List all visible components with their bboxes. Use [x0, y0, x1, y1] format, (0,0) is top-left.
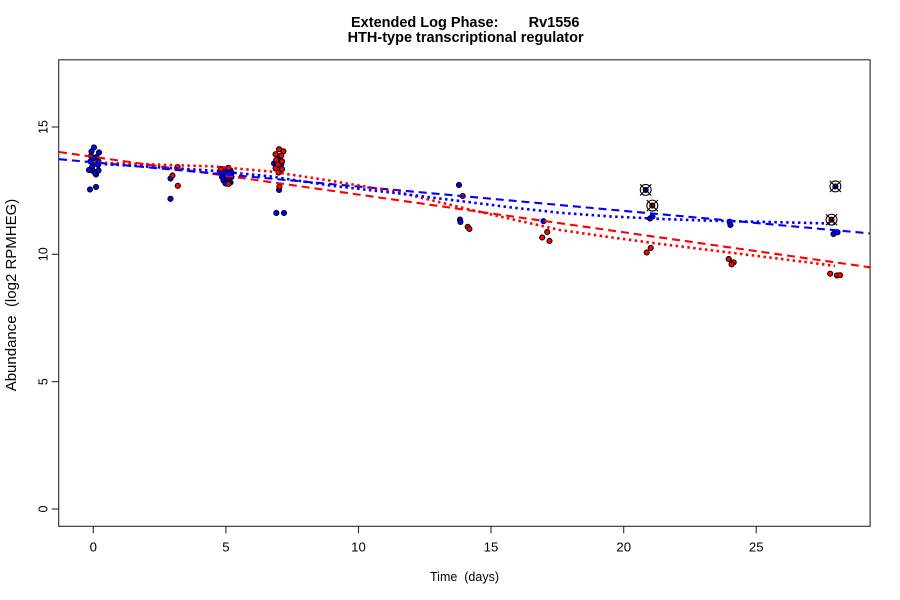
svg-text:10: 10: [37, 247, 51, 261]
svg-text:Abundance (log2 RPMHEG): Abundance (log2 RPMHEG): [3, 199, 20, 392]
svg-text:5: 5: [222, 540, 229, 555]
svg-text:HTH-type transcriptional regul: HTH-type transcriptional regulator: [348, 30, 584, 46]
svg-text:Rv1556: Rv1556: [529, 15, 580, 31]
svg-text:20: 20: [616, 540, 631, 555]
svg-text:0: 0: [90, 540, 97, 555]
svg-text:Extended Log Phase:: Extended Log Phase:: [351, 15, 498, 31]
svg-text:15: 15: [484, 540, 499, 555]
svg-text:0: 0: [37, 505, 51, 512]
svg-text:15: 15: [37, 120, 51, 134]
svg-text:5: 5: [37, 378, 51, 385]
svg-text:Time (days): Time (days): [430, 570, 499, 584]
svg-text:10: 10: [351, 540, 366, 555]
svg-text:25: 25: [749, 540, 764, 555]
